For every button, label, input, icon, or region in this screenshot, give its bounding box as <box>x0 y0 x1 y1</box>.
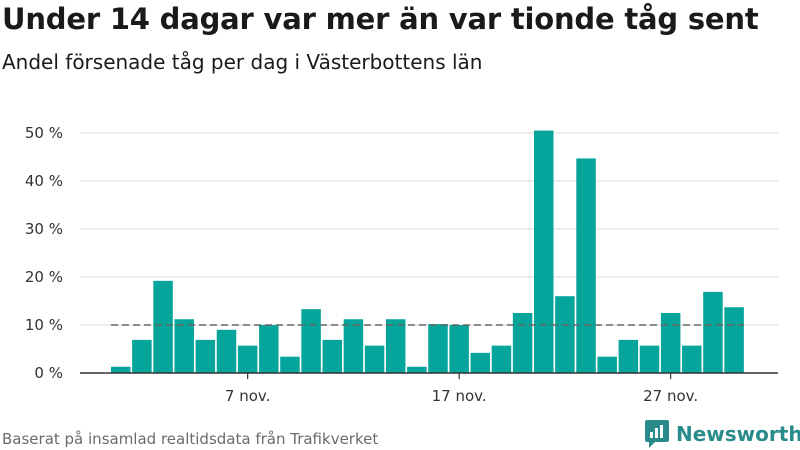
bar <box>660 313 681 373</box>
x-tick-label: 7 nov. <box>225 387 270 405</box>
y-axis-labels: 0 % 10 % 20 % 30 % 40 % 50 % <box>25 124 63 382</box>
bar <box>237 345 258 373</box>
x-tick-label: 27 nov. <box>643 387 698 405</box>
gridlines <box>80 132 778 326</box>
bar <box>322 339 342 373</box>
bar <box>216 329 237 373</box>
bar <box>534 130 554 373</box>
bar <box>470 352 491 373</box>
bars <box>111 130 744 373</box>
bar <box>385 319 406 373</box>
newsworthy-logo: Newsworthy <box>644 419 800 449</box>
bar <box>724 307 744 373</box>
bar-chart: 0 % 10 % 20 % 30 % 40 % 50 % 7 nov. 17 nov. 27 … <box>25 124 778 405</box>
y-tick-label: 10 % <box>25 316 63 334</box>
bar <box>174 319 194 373</box>
bar <box>555 296 575 373</box>
bar <box>132 339 152 373</box>
bar <box>512 313 533 373</box>
x-tick-label: 17 nov. <box>432 387 487 405</box>
bar <box>111 366 131 373</box>
bar <box>301 309 321 373</box>
bar <box>682 345 702 373</box>
logo-text: Newsworthy <box>676 422 800 446</box>
bar <box>195 339 216 373</box>
bar <box>407 366 427 373</box>
y-tick-label: 20 % <box>25 268 63 286</box>
bar <box>343 319 364 373</box>
bar <box>618 339 639 373</box>
bar <box>428 324 448 373</box>
chart-title: Under 14 dagar var mer än var tionde tåg… <box>2 2 759 36</box>
bar <box>364 345 385 373</box>
y-tick-label: 40 % <box>25 172 63 190</box>
y-tick-label: 30 % <box>25 220 63 238</box>
y-tick-label: 50 % <box>25 124 63 142</box>
bar <box>449 325 469 373</box>
y-tick-label: 0 % <box>34 364 63 382</box>
bar <box>280 356 300 373</box>
x-axis: 7 nov. 17 nov. 27 nov. <box>80 372 778 405</box>
chart-subtitle: Andel försenade tåg per dag i Västerbott… <box>2 50 483 74</box>
bar <box>703 291 723 373</box>
bar <box>597 356 617 373</box>
bar <box>259 325 279 373</box>
bar <box>576 158 596 373</box>
bar <box>153 280 173 373</box>
bar <box>491 345 512 373</box>
newsworthy-logo-icon <box>645 420 669 448</box>
source-note: Baserat på insamlad realtidsdata från Tr… <box>2 430 379 448</box>
bar <box>639 345 660 373</box>
